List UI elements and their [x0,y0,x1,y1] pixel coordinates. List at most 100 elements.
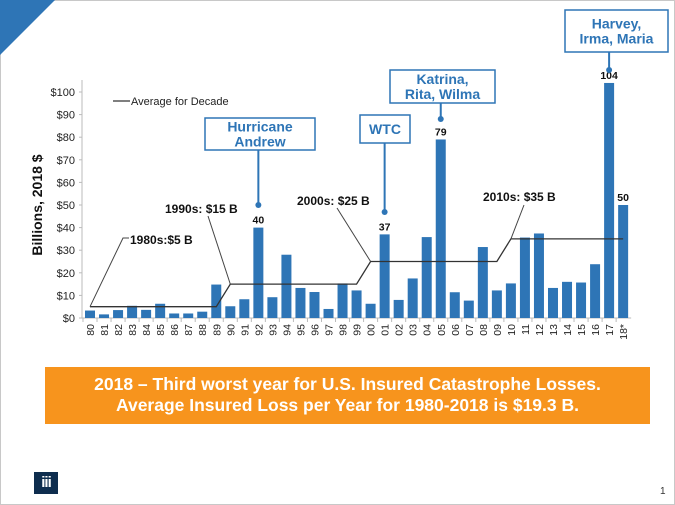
x-tick-label: 02 [394,324,406,336]
callout-17: Harvey,Irma, Maria [564,9,669,73]
x-tick-label: 17 [604,324,616,336]
bar-80 [85,310,95,318]
callout-01: WTC [359,114,411,215]
data-label: 50 [617,192,629,204]
bar-84 [141,309,152,318]
x-tick-label: 05 [436,324,448,336]
callout-text: Andrew [234,134,285,150]
bar-83 [127,305,138,318]
callout-text: Hurricane [227,119,293,135]
legend-label: Average for Decade [131,96,229,108]
bar-85 [155,303,166,318]
x-tick-label: 07 [464,324,476,336]
y-tick-label: $70 [57,155,75,167]
x-tick-label: 86 [169,324,181,336]
bar-88 [197,311,208,318]
bar-87 [183,313,194,318]
x-tick-label: 81 [99,324,111,336]
callout-box [389,69,496,104]
decade-label: 1990s: $15 B [165,202,238,216]
bar-09 [491,290,502,318]
callout-box [564,9,669,53]
x-tick-label: 89 [211,324,223,336]
decade-label-leader [510,204,525,240]
bar-82 [113,310,124,318]
data-label: 104 [600,70,618,82]
x-tick-label: 03 [408,324,420,336]
x-tick-label: 15 [576,324,588,336]
y-tick-label: $40 [57,223,75,235]
x-tick-label: 87 [183,324,195,336]
bar-01 [379,234,390,318]
data-label: 40 [253,215,265,227]
x-tick-label: 99 [352,324,364,336]
banner-line-1: 2018 – Third worst year for U.S. Insured… [94,374,601,394]
bar-08 [477,247,488,318]
x-tick-label: 13 [548,324,560,336]
y-tick-label: $20 [57,268,75,280]
callout-text: Irma, Maria [580,31,654,47]
callout-05: Katrina,Rita, Wilma [389,69,496,122]
y-axis-label: Billions, 2018 $ [29,154,45,255]
x-tick-label: 85 [155,324,167,336]
callout-dot [437,116,444,122]
x-tick-label: 95 [295,324,307,336]
y-tick-label: $50 [57,200,75,212]
data-label: 37 [379,221,391,233]
bar-00 [365,303,376,318]
bar-91 [239,299,250,318]
x-tick-label: 11 [520,324,532,335]
bar-14 [562,281,573,318]
x-tick-label: 01 [380,324,392,336]
x-tick-label: 94 [281,324,293,336]
bar-92 [253,227,264,318]
bar-15 [576,282,587,318]
bar-05 [435,139,446,318]
decade-label: 1980s:$5 B [130,233,193,247]
x-tick-label: 92 [253,324,265,336]
bar-13 [547,287,558,318]
bar-90 [225,306,236,318]
callout-text: Rita, Wilma [405,86,481,102]
data-label: 79 [435,126,447,138]
bar-16 [590,264,601,318]
callout-box [359,114,411,144]
x-tick-label: 16 [590,324,602,336]
x-tick-label: 90 [225,324,237,336]
x-tick-label: 10 [506,324,518,336]
x-tick-label: 91 [239,324,251,336]
banner-line-2: Average Insured Loss per Year for 1980-2… [115,395,580,415]
iii-logo: iii [34,472,58,494]
bar-89 [211,284,222,318]
y-tick-label: $90 [57,110,75,122]
callout-text: Katrina, [416,71,468,87]
bar-98 [337,283,348,318]
decade-label-leader [89,237,129,307]
bar-86 [169,313,180,318]
x-tick-label: 88 [197,324,209,336]
bar-96 [309,292,320,318]
bar-12 [533,233,544,318]
corner-decoration [0,0,55,55]
x-tick-label: 98 [338,324,350,336]
y-tick-label: $0 [63,313,75,325]
bar-81 [99,314,110,318]
decade-label-leader [207,215,231,285]
callout-text: WTC [369,121,401,137]
callout-dot [606,67,613,73]
callout-dot [381,209,388,215]
bar-02 [393,299,404,318]
bar-10 [505,283,516,318]
bar-94 [281,254,292,318]
y-tick-label: $100 [51,87,75,99]
decade-average-line [90,238,624,308]
x-tick-label: 00 [366,324,378,336]
decade-label: 2000s: $25 B [297,194,370,208]
x-tick-label: 82 [113,324,125,336]
callout-text: Harvey, [592,16,642,32]
x-tick-label: 14 [562,324,574,336]
callout-box [204,117,316,151]
x-tick-label: 08 [478,324,490,336]
